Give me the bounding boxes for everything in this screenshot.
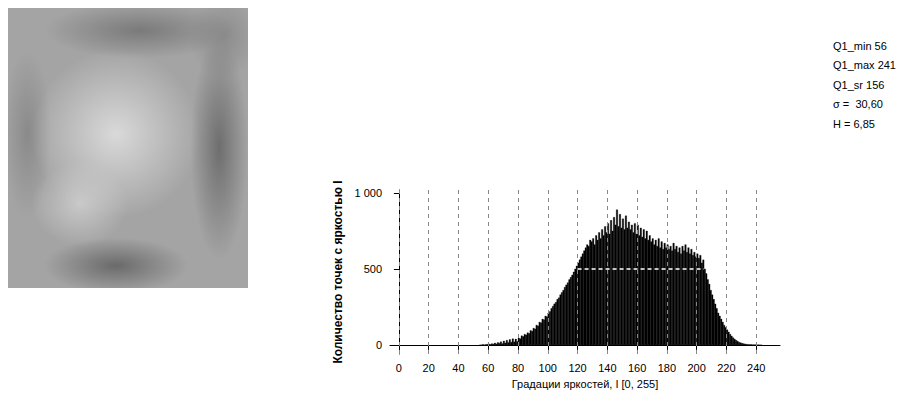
svg-text:Количество точек с яркостью I: Количество точек с яркостью I bbox=[331, 180, 345, 363]
svg-text:0: 0 bbox=[396, 362, 402, 374]
svg-text:0: 0 bbox=[376, 339, 382, 351]
svg-text:140: 140 bbox=[598, 362, 616, 374]
svg-text:500: 500 bbox=[364, 263, 382, 275]
svg-text:120: 120 bbox=[568, 362, 586, 374]
svg-text:40: 40 bbox=[452, 362, 464, 374]
svg-text:100: 100 bbox=[539, 362, 557, 374]
svg-text:220: 220 bbox=[717, 362, 735, 374]
svg-text:Q1_max 241: Q1_max 241 bbox=[833, 59, 896, 71]
svg-text:200: 200 bbox=[687, 362, 705, 374]
svg-text:1 000: 1 000 bbox=[354, 187, 382, 199]
svg-text:20: 20 bbox=[423, 362, 435, 374]
svg-text:240: 240 bbox=[747, 362, 765, 374]
svg-text:H = 6,85: H = 6,85 bbox=[833, 118, 875, 130]
svg-text:Q1_sr 156: Q1_sr 156 bbox=[833, 79, 884, 91]
svg-text:80: 80 bbox=[512, 362, 524, 374]
svg-text:180: 180 bbox=[658, 362, 676, 374]
svg-text:160: 160 bbox=[628, 362, 646, 374]
svg-text:Градации яркостей, I [0, 255]: Градации яркостей, I [0, 255] bbox=[512, 378, 658, 390]
svg-text:Q1_min 56: Q1_min 56 bbox=[833, 40, 887, 52]
svg-text:σ = 30,60: σ = 30,60 bbox=[833, 98, 883, 110]
svg-text:60: 60 bbox=[482, 362, 494, 374]
